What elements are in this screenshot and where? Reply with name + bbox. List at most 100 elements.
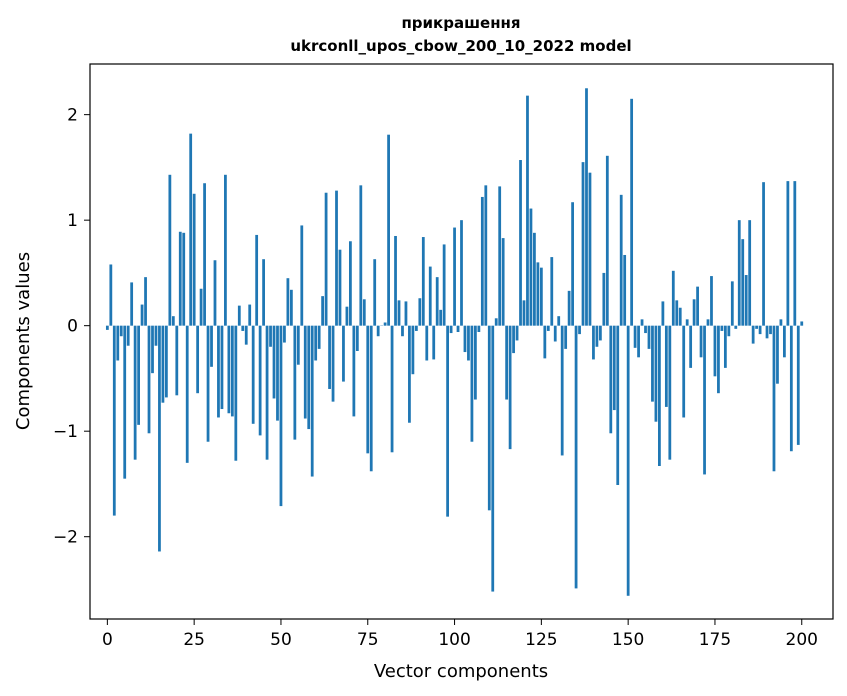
bar-component-64 <box>328 325 331 389</box>
bar-component-114 <box>501 238 505 326</box>
bar-component-106 <box>474 325 477 400</box>
bar-component-48 <box>272 325 276 399</box>
bar-component-98 <box>446 325 449 517</box>
bar-component-144 <box>605 155 609 326</box>
bar-component-78 <box>376 325 380 337</box>
bar-component-22 <box>182 232 186 326</box>
bar-component-192 <box>772 325 776 472</box>
bar-component-25 <box>192 193 196 326</box>
bar-component-4 <box>119 325 123 337</box>
bar-component-125 <box>539 267 543 326</box>
bar-component-170 <box>696 286 699 326</box>
bar-component-173 <box>706 319 710 326</box>
bar-component-160 <box>661 301 665 326</box>
y-tick-label: 1 <box>67 211 78 231</box>
bar-component-69 <box>345 306 349 326</box>
bar-component-149 <box>623 254 627 326</box>
chart-subtitle: ukrconll_upos_cbow_200_10_2022 model <box>290 37 631 55</box>
bar-component-158 <box>654 325 658 422</box>
bar-component-74 <box>362 299 366 326</box>
bar-component-40 <box>244 325 248 345</box>
bar-component-18 <box>168 174 172 326</box>
bar-component-17 <box>164 325 168 398</box>
bar-component-179 <box>727 325 731 337</box>
bar-component-137 <box>581 162 585 326</box>
bar-component-130 <box>557 316 561 326</box>
y-axis-label: Components values <box>13 252 34 430</box>
bar-component-117 <box>512 325 515 354</box>
bar-component-58 <box>307 325 311 430</box>
bar-component-133 <box>567 290 571 326</box>
bar-component-82 <box>390 325 394 453</box>
bar-component-132 <box>564 325 568 349</box>
bar-component-92 <box>425 325 429 361</box>
bar-component-171 <box>699 325 703 358</box>
bar-component-29 <box>206 325 210 442</box>
bar-component-118 <box>515 325 519 341</box>
bar-component-100 <box>453 227 456 326</box>
bar-component-95 <box>435 277 439 326</box>
bar-component-93 <box>428 266 432 326</box>
bar-component-60 <box>314 325 318 361</box>
x-tick-label: 0 <box>102 630 113 650</box>
bar-component-39 <box>241 325 245 331</box>
bar-component-19 <box>171 316 175 326</box>
bar-component-155 <box>644 325 647 334</box>
bar-component-87 <box>408 325 411 423</box>
bar-component-111 <box>491 325 495 592</box>
x-tick-label: 150 <box>612 630 644 650</box>
bar-component-3 <box>116 325 120 361</box>
bar-component-84 <box>397 300 401 326</box>
bar-component-14 <box>154 325 158 346</box>
bar-component-0 <box>105 325 109 330</box>
bar-component-6 <box>126 325 130 346</box>
bar-component-31 <box>213 260 217 326</box>
bar-component-150 <box>626 325 630 596</box>
bar-component-11 <box>144 277 147 326</box>
bar-component-62 <box>321 296 325 326</box>
x-tick-label: 75 <box>357 630 379 650</box>
bar-component-154 <box>640 319 644 326</box>
y-axis-ticks: −2 −1 0 1 2 <box>53 106 90 548</box>
bar-component-180 <box>730 281 734 326</box>
bar-component-112 <box>494 318 498 326</box>
bar-component-7 <box>130 282 134 326</box>
bar-component-65 <box>331 325 335 402</box>
bar-component-195 <box>783 325 786 358</box>
x-tick-label: 100 <box>438 630 470 650</box>
bar-component-91 <box>421 237 425 326</box>
bar-component-70 <box>349 241 352 326</box>
bar-component-26 <box>196 325 200 394</box>
bar-component-168 <box>689 325 693 368</box>
bar-component-55 <box>296 325 300 365</box>
bar-component-116 <box>508 325 512 450</box>
bar-component-102 <box>460 220 463 326</box>
bar-component-124 <box>536 262 540 326</box>
bar-component-189 <box>762 182 765 326</box>
bar-component-66 <box>335 190 338 326</box>
bar-component-56 <box>300 225 304 326</box>
bar-component-67 <box>338 249 342 326</box>
bar-component-96 <box>439 309 443 326</box>
bar-component-167 <box>685 319 689 326</box>
bar-component-146 <box>612 325 616 411</box>
bar-component-199 <box>796 325 800 445</box>
bar-component-46 <box>265 325 269 460</box>
x-axis-label: Vector components <box>374 661 548 682</box>
bar-component-81 <box>387 134 390 326</box>
x-tick-label: 25 <box>183 630 205 650</box>
bar-component-15 <box>158 325 161 552</box>
bar-component-166 <box>682 325 686 418</box>
bar-component-135 <box>574 325 578 589</box>
bar-component-107 <box>477 325 481 332</box>
x-tick-label: 50 <box>270 630 292 650</box>
bar-component-156 <box>647 325 651 349</box>
bar-component-86 <box>404 301 408 326</box>
bar-component-119 <box>519 160 522 326</box>
bar-component-123 <box>533 232 536 326</box>
bar-component-140 <box>592 325 595 360</box>
bar-component-109 <box>484 185 488 326</box>
bar-component-104 <box>467 325 470 361</box>
